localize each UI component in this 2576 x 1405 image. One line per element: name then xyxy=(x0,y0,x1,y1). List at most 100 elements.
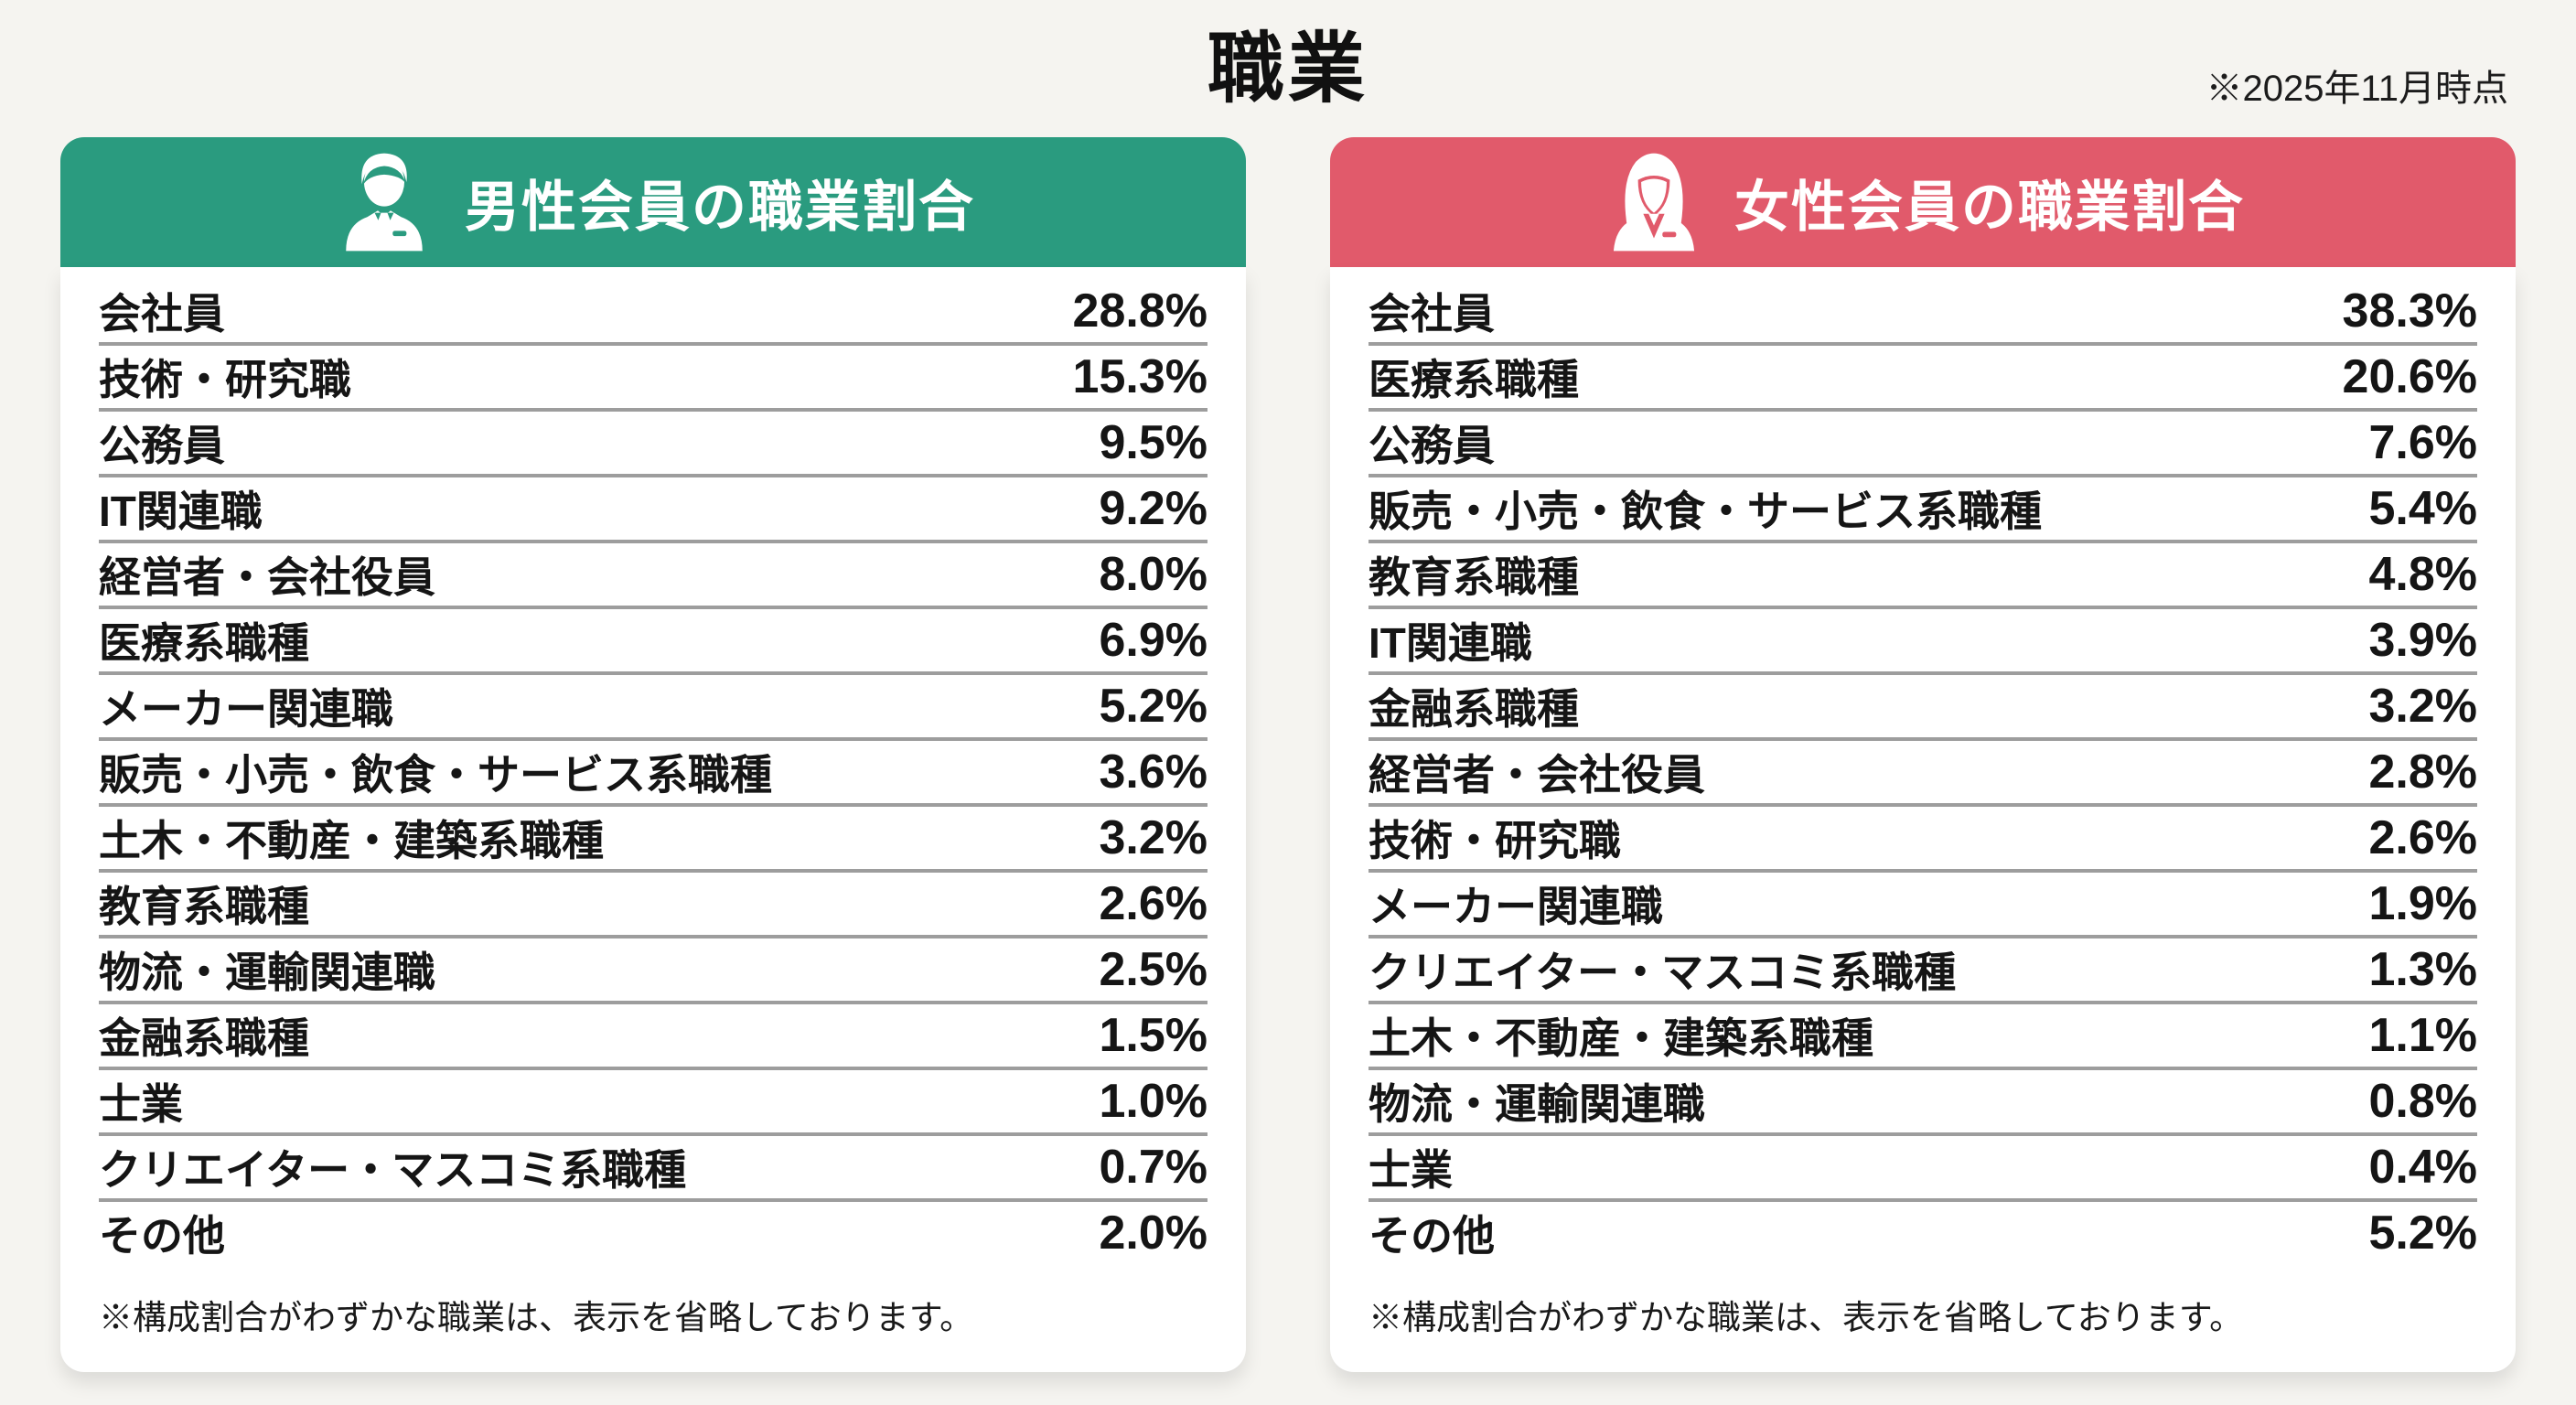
occupation-value: 2.6% xyxy=(1099,877,1208,930)
table-row: 販売・小売・飲食・サービス系職種 3.6% xyxy=(99,737,1208,803)
businessman-icon xyxy=(331,149,437,255)
occupation-label: 公務員 xyxy=(1368,422,1495,469)
occupation-label: IT関連職 xyxy=(1368,619,1532,667)
table-row: メーカー関連職 5.2% xyxy=(99,671,1208,737)
occupation-label: その他 xyxy=(1368,1212,1495,1260)
table-row: 会社員 38.3% xyxy=(1368,280,2477,342)
occupation-value: 5.2% xyxy=(1099,680,1208,733)
female-panel-title: 女性会員の職業割合 xyxy=(1734,176,2245,238)
occupation-label: クリエイター・マスコミ系職種 xyxy=(99,1146,687,1194)
date-note: ※2025年11月時点 xyxy=(2206,69,2508,109)
occupation-label: 医療系職種 xyxy=(1368,356,1579,403)
table-row: 技術・研究職 2.6% xyxy=(1368,803,2477,869)
female-occupation-table: 会社員 38.3% 医療系職種 20.6% 公務員 7.6% 販売・小売・飲食・サービス系職… xyxy=(1368,280,2477,1264)
table-row: 医療系職種 20.6% xyxy=(1368,342,2477,408)
occupation-value: 2.8% xyxy=(2368,745,2477,799)
occupation-value: 1.0% xyxy=(1099,1075,1208,1128)
table-row: 士業 1.0% xyxy=(99,1067,1208,1132)
occupation-label: 会社員 xyxy=(1368,290,1495,338)
occupation-label: 物流・運輸関連職 xyxy=(1368,1080,1705,1128)
occupation-value: 3.6% xyxy=(1099,745,1208,799)
occupation-label: 物流・運輸関連職 xyxy=(99,949,435,996)
female-panel-footnote: ※構成割合がわずかな職業は、表示を省略しております。 xyxy=(1368,1299,2244,1336)
occupation-label: IT関連職 xyxy=(99,488,263,535)
occupation-value: 2.6% xyxy=(2368,811,2477,864)
table-row: 技術・研究職 15.3% xyxy=(99,342,1208,408)
table-row: クリエイター・マスコミ系職種 0.7% xyxy=(99,1132,1208,1198)
occupation-value: 9.5% xyxy=(1099,416,1208,469)
occupation-value: 3.9% xyxy=(2368,614,2477,667)
occupation-label: 技術・研究職 xyxy=(1368,817,1621,864)
male-panel-title: 男性会員の職業割合 xyxy=(465,176,975,238)
male-panel-footnote: ※構成割合がわずかな職業は、表示を省略しております。 xyxy=(99,1299,974,1336)
occupation-label: メーカー関連職 xyxy=(1368,883,1663,930)
table-row: 金融系職種 3.2% xyxy=(1368,671,2477,737)
table-row: 教育系職種 2.6% xyxy=(99,869,1208,935)
occupation-value: 9.2% xyxy=(1099,482,1208,535)
occupation-value: 5.4% xyxy=(2368,482,2477,535)
occupation-value: 0.7% xyxy=(1099,1141,1208,1194)
table-row: その他 2.0% xyxy=(99,1198,1208,1264)
occupation-value: 1.1% xyxy=(2368,1009,2477,1062)
occupation-label: 経営者・会社役員 xyxy=(99,553,435,601)
table-row: 金融系職種 1.5% xyxy=(99,1001,1208,1067)
occupation-label: 会社員 xyxy=(99,290,225,338)
occupation-value: 7.6% xyxy=(2368,416,2477,469)
female-panel-header: 女性会員の職業割合 xyxy=(1330,137,2516,267)
occupation-label: 士業 xyxy=(99,1080,183,1128)
table-row: 医療系職種 6.9% xyxy=(99,606,1208,671)
female-panel-body: 会社員 38.3% 医療系職種 20.6% 公務員 7.6% 販売・小売・飲食・サービス系職… xyxy=(1330,267,2516,1372)
occupation-value: 0.8% xyxy=(2368,1075,2477,1128)
occupation-label: 技術・研究職 xyxy=(99,356,351,403)
table-row: 物流・運輸関連職 0.8% xyxy=(1368,1067,2477,1132)
occupation-value: 15.3% xyxy=(1072,350,1208,403)
table-row: 物流・運輸関連職 2.5% xyxy=(99,935,1208,1001)
table-row: 教育系職種 4.8% xyxy=(1368,540,2477,606)
table-row: 士業 0.4% xyxy=(1368,1132,2477,1198)
occupation-value: 0.4% xyxy=(2368,1141,2477,1194)
occupation-label: 士業 xyxy=(1368,1146,1453,1194)
title-row: 職業 ※2025年11月時点 xyxy=(0,0,2576,134)
table-row: IT関連職 3.9% xyxy=(1368,606,2477,671)
table-row: IT関連職 9.2% xyxy=(99,474,1208,540)
occupation-label: 土木・不動産・建築系職種 xyxy=(99,817,604,864)
table-row: 公務員 9.5% xyxy=(99,408,1208,474)
male-panel-header: 男性会員の職業割合 xyxy=(60,137,1246,267)
occupation-value: 5.2% xyxy=(2368,1207,2477,1260)
occupation-value: 2.0% xyxy=(1099,1207,1208,1260)
occupation-label: 医療系職種 xyxy=(99,619,309,667)
occupation-label: 金融系職種 xyxy=(99,1014,309,1062)
table-row: 販売・小売・飲食・サービス系職種 5.4% xyxy=(1368,474,2477,540)
occupation-value: 28.8% xyxy=(1072,284,1208,338)
female-occupation-panel: 女性会員の職業割合 会社員 38.3% 医療系職種 20.6% 公務員 7.6% 販売・小売… xyxy=(1330,137,2516,1372)
occupation-value: 38.3% xyxy=(2342,284,2477,338)
occupation-value: 3.2% xyxy=(1099,811,1208,864)
occupation-label: クリエイター・マスコミ系職種 xyxy=(1368,949,1957,996)
occupation-label: 土木・不動産・建築系職種 xyxy=(1368,1014,1873,1062)
occupation-label: 金融系職種 xyxy=(1368,685,1579,733)
table-row: クリエイター・マスコミ系職種 1.3% xyxy=(1368,935,2477,1001)
occupation-value: 20.6% xyxy=(2342,350,2477,403)
occupation-value: 1.3% xyxy=(2368,943,2477,996)
occupation-value: 3.2% xyxy=(2368,680,2477,733)
occupation-label: その他 xyxy=(99,1212,225,1260)
occupation-value: 6.9% xyxy=(1099,614,1208,667)
occupation-label: メーカー関連職 xyxy=(99,685,393,733)
table-row: 土木・不動産・建築系職種 3.2% xyxy=(99,803,1208,869)
panels-container: 男性会員の職業割合 会社員 28.8% 技術・研究職 15.3% 公務員 9.5% IT関連… xyxy=(0,134,2576,1372)
occupation-value: 8.0% xyxy=(1099,548,1208,601)
table-row: 公務員 7.6% xyxy=(1368,408,2477,474)
occupation-label: 経営者・会社役員 xyxy=(1368,751,1705,799)
occupation-value: 2.5% xyxy=(1099,943,1208,996)
occupation-label: 販売・小売・飲食・サービス系職種 xyxy=(1368,488,2042,535)
male-panel-body: 会社員 28.8% 技術・研究職 15.3% 公務員 9.5% IT関連職 9.2% 経営者・会… xyxy=(60,267,1246,1372)
page-title: 職業 xyxy=(1207,26,1368,112)
occupation-label: 教育系職種 xyxy=(1368,553,1579,601)
table-row: 会社員 28.8% xyxy=(99,280,1208,342)
table-row: 土木・不動産・建築系職種 1.1% xyxy=(1368,1001,2477,1067)
occupation-label: 販売・小売・飲食・サービス系職種 xyxy=(99,751,772,799)
table-row: メーカー関連職 1.9% xyxy=(1368,869,2477,935)
male-occupation-panel: 男性会員の職業割合 会社員 28.8% 技術・研究職 15.3% 公務員 9.5% IT関連… xyxy=(60,137,1246,1372)
table-row: 経営者・会社役員 8.0% xyxy=(99,540,1208,606)
occupation-value: 1.9% xyxy=(2368,877,2477,930)
